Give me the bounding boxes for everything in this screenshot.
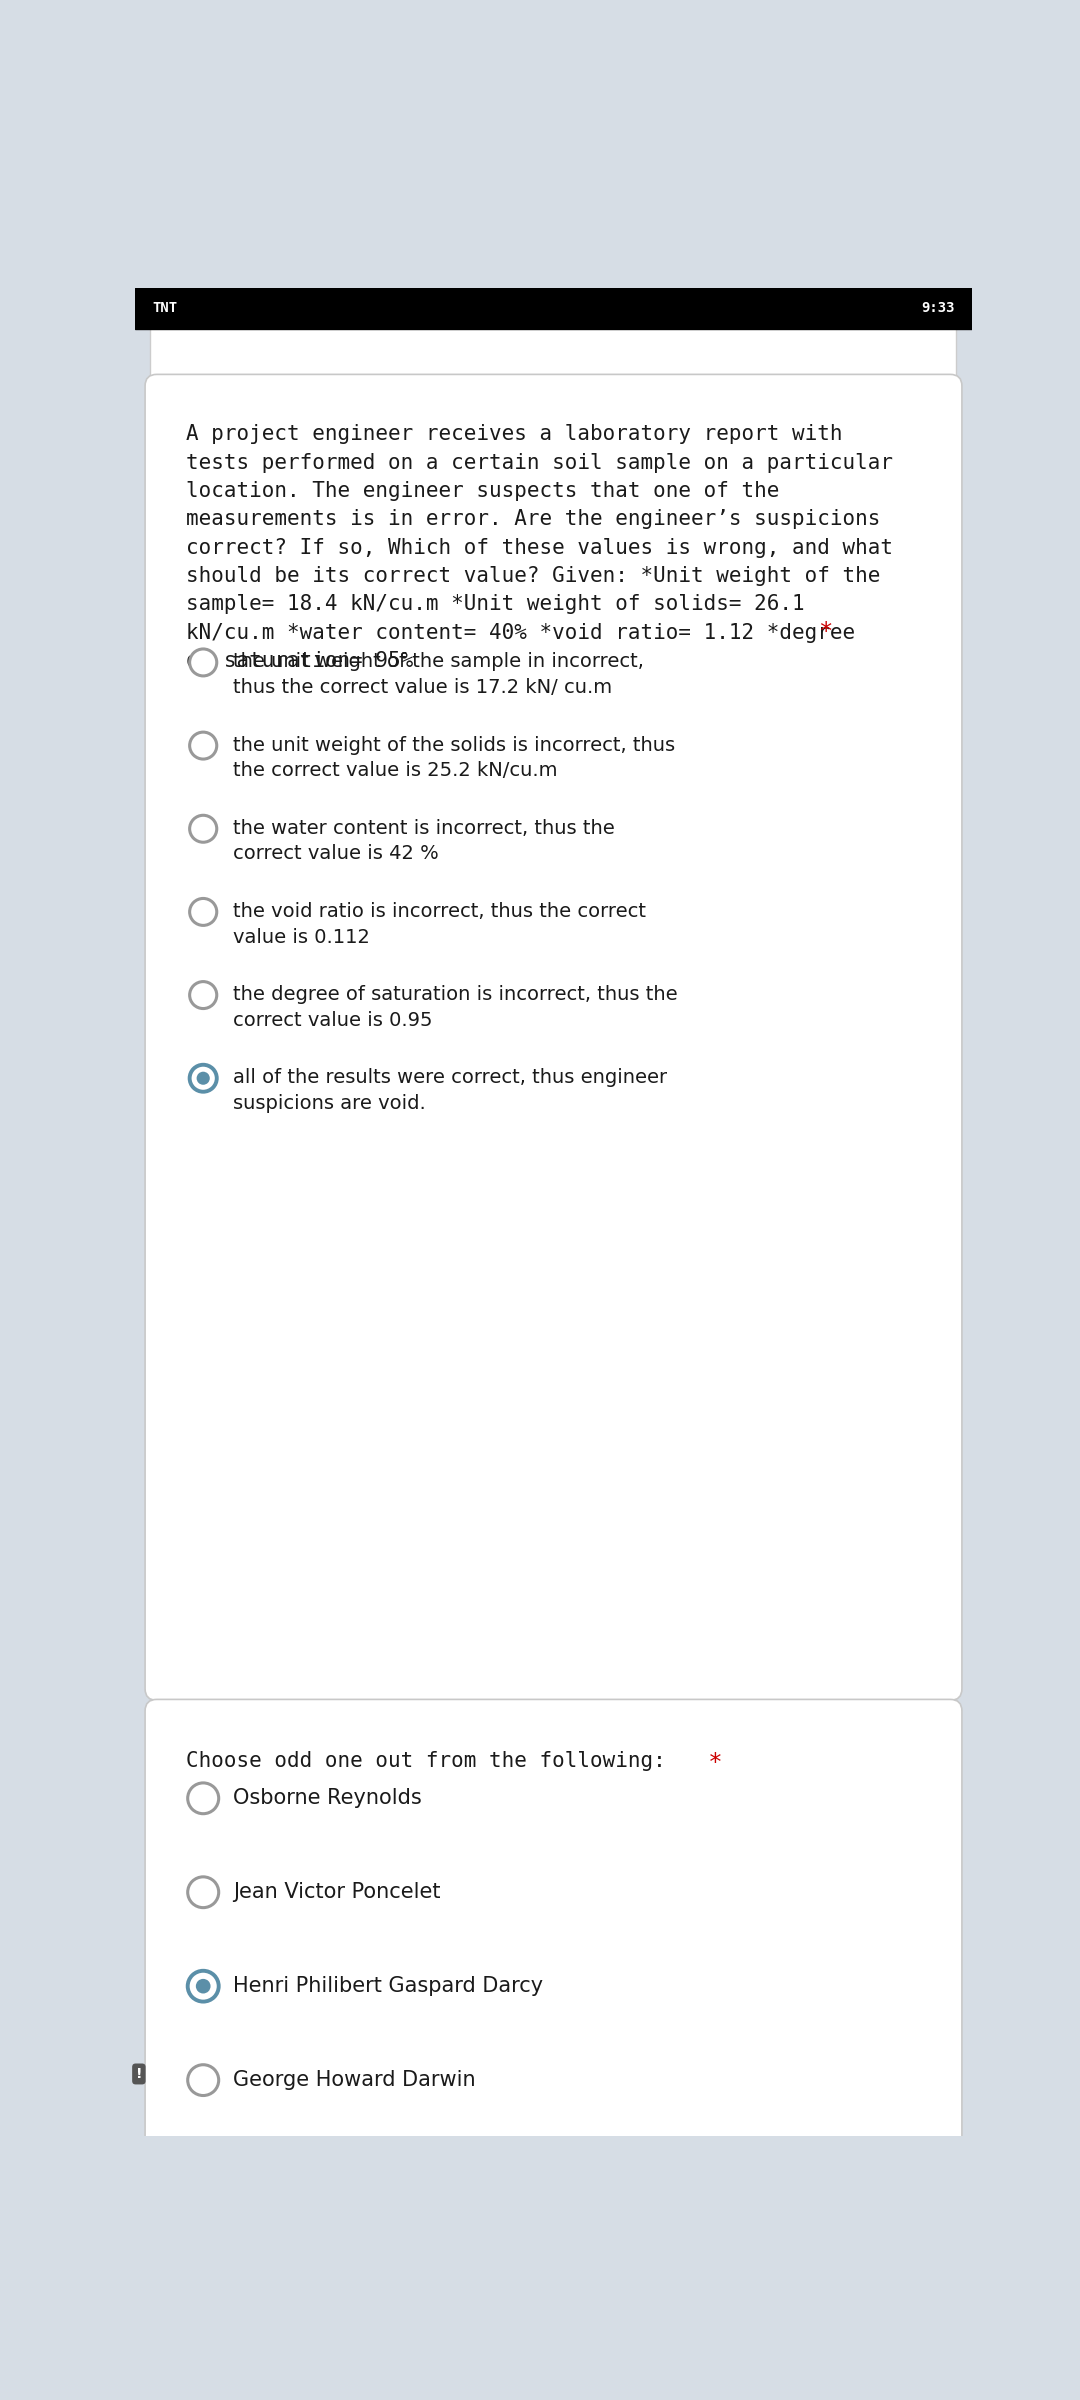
Text: Jean Victor Poncelet: Jean Victor Poncelet [232,1882,441,1903]
Bar [135,288,972,329]
FancyBboxPatch shape [145,374,962,1699]
Circle shape [190,982,217,1008]
Text: 9:33: 9:33 [921,302,955,314]
Circle shape [190,898,217,926]
Text: !: ! [136,2066,143,2081]
FancyBboxPatch shape [150,319,957,384]
Text: the water content is incorrect, thus the
correct value is 42 %: the water content is incorrect, thus the… [232,818,615,864]
Text: Osborne Reynolds: Osborne Reynolds [232,1788,421,1807]
Text: TNT: TNT [152,302,177,314]
Circle shape [197,1073,210,1085]
FancyBboxPatch shape [145,1699,962,2148]
Circle shape [190,816,217,842]
Text: George Howard Darwin: George Howard Darwin [232,2071,475,2090]
Text: Henri Philibert Gaspard Darcy: Henri Philibert Gaspard Darcy [232,1975,543,1997]
Text: the unit weight of the sample in incorrect,
thus the correct value is 17.2 kN/ c: the unit weight of the sample in incorre… [232,653,644,696]
Text: *: * [693,1752,723,1776]
Circle shape [190,648,217,677]
Circle shape [188,1877,218,1908]
Circle shape [190,1066,217,1092]
Text: the degree of saturation is incorrect, thus the
correct value is 0.95: the degree of saturation is incorrect, t… [232,984,677,1030]
Circle shape [188,1970,218,2002]
Text: Choose odd one out from the following:: Choose odd one out from the following: [186,1752,666,1771]
Circle shape [188,2064,218,2095]
Text: the void ratio is incorrect, thus the correct
value is 0.112: the void ratio is incorrect, thus the co… [232,902,646,946]
Circle shape [195,1980,211,1994]
Text: *: * [818,619,832,643]
Text: A project engineer receives a laboratory report with
tests performed on a certai: A project engineer receives a laboratory… [186,425,893,672]
Text: the unit weight of the solids is incorrect, thus
the correct value is 25.2 kN/cu: the unit weight of the solids is incorre… [232,734,675,780]
Circle shape [190,732,217,758]
Circle shape [188,1783,218,1814]
Text: all of the results were correct, thus engineer
suspicions are void.: all of the results were correct, thus en… [232,1068,666,1114]
